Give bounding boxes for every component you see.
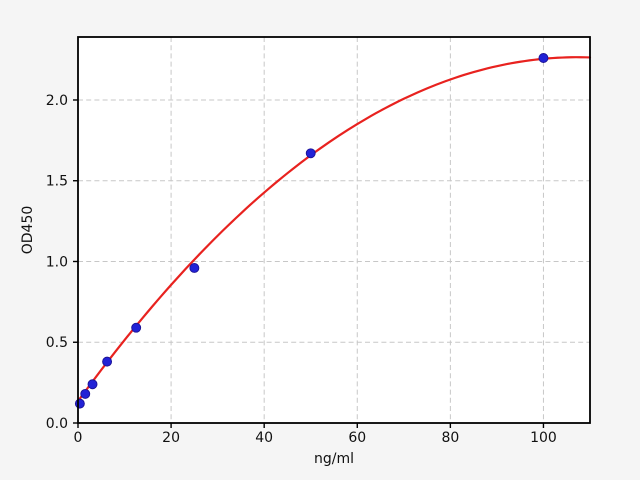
data-point	[305, 148, 316, 159]
x-tick-label: 40	[255, 430, 273, 446]
data-point	[131, 322, 142, 333]
y-tick-label: 0.5	[46, 335, 68, 351]
x-tick-label: 20	[162, 430, 180, 446]
x-tick-label: 100	[530, 430, 557, 446]
data-point	[102, 356, 113, 367]
x-tick-label: 0	[74, 430, 83, 446]
y-tick-label: 1.5	[46, 174, 68, 190]
data-point	[189, 263, 200, 273]
y-tick-label: 0.0	[46, 416, 68, 432]
y-tick-label: 2.0	[46, 93, 68, 109]
data-point	[74, 398, 85, 409]
y-axis-label: OD450	[20, 205, 36, 255]
y-tick-label: 1.0	[46, 254, 68, 270]
plot-area	[78, 37, 590, 423]
data-point	[538, 53, 549, 63]
fit-curve-line	[76, 56, 592, 403]
x-axis-label: ng/ml	[313, 451, 354, 467]
data-point	[80, 388, 91, 399]
axes-spines	[77, 36, 591, 424]
x-tick-label: 60	[348, 430, 366, 446]
data-point	[87, 379, 98, 390]
x-tick-label: 80	[441, 430, 459, 446]
